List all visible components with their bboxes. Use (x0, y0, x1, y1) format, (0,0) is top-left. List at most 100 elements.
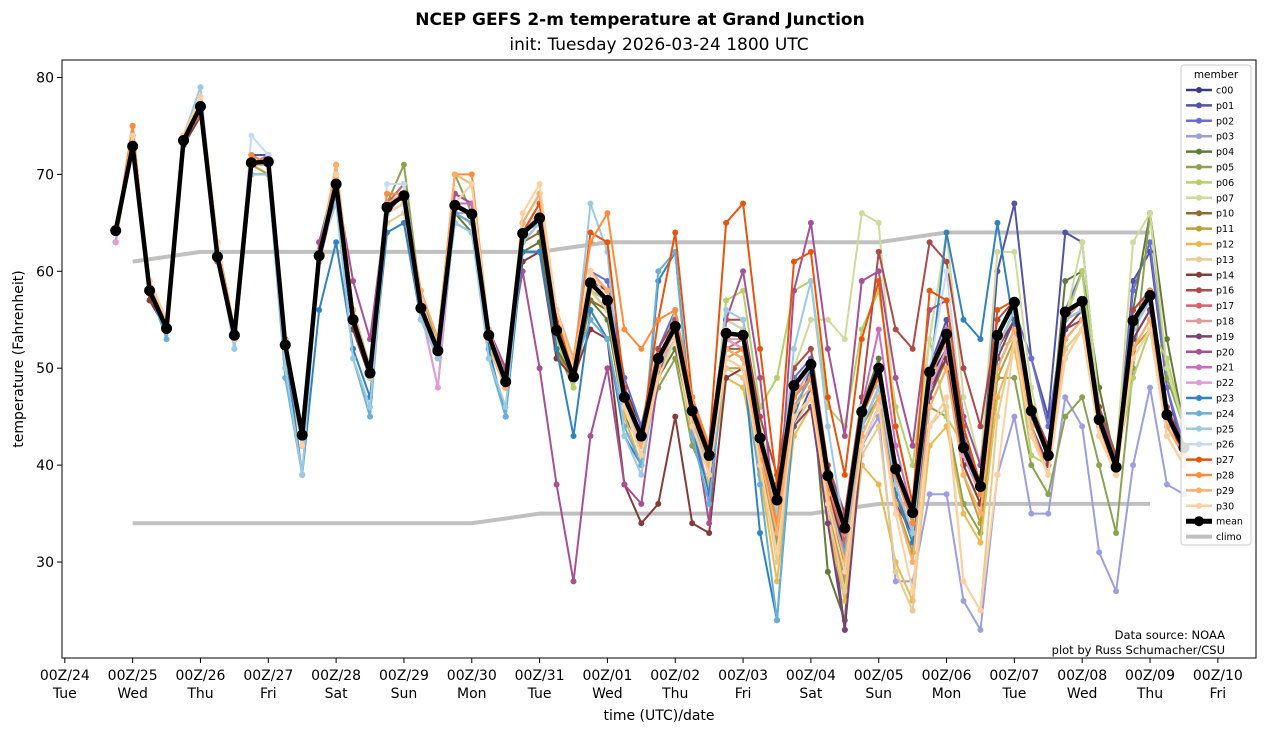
x-tick-day-label: Tue (1001, 686, 1026, 702)
legend-label: p10 (1216, 209, 1234, 220)
member-p14-point (638, 520, 645, 527)
member-p24-point (773, 617, 780, 624)
mean-point (127, 140, 139, 152)
legend-swatch-marker (1196, 487, 1202, 494)
member-p27-point (672, 229, 679, 236)
member-p30-point (299, 442, 306, 449)
member-p03-point (1011, 413, 1018, 420)
member-p20-point (841, 433, 848, 440)
legend-swatch-marker (1196, 194, 1202, 201)
legend-swatch-marker (1196, 302, 1202, 309)
mean-point (1093, 414, 1105, 426)
member-p28-point (468, 171, 475, 178)
mean-point (958, 442, 970, 454)
mean-point (652, 353, 664, 365)
member-p20-point (875, 268, 882, 275)
y-tick-label: 30 (36, 555, 54, 571)
y-tick-label: 70 (36, 167, 54, 183)
member-p20-point (570, 578, 577, 585)
member-p28-point (383, 190, 390, 197)
mean-point (1076, 295, 1088, 307)
legend-entry-p02: p02 (1186, 116, 1234, 127)
member-p24-point (655, 268, 662, 275)
member-p13-point (892, 568, 899, 575)
member-p19-point (841, 626, 848, 633)
x-tick-day-label: Thu (661, 686, 688, 702)
member-p23-point (400, 219, 407, 226)
legend-entry-p20: p20 (1186, 347, 1234, 358)
member-p30-point (1045, 471, 1052, 478)
member-p25-point (350, 355, 357, 362)
member-p27-point (824, 394, 831, 401)
member-p28-point (604, 210, 611, 217)
member-p02-point (1130, 287, 1137, 294)
member-p29-series (112, 93, 1187, 566)
member-p03-point (943, 491, 950, 498)
legend-label: p04 (1216, 147, 1234, 158)
member-p19-point (824, 520, 831, 527)
mean-point (686, 405, 698, 417)
member-p25-point (807, 277, 814, 284)
member-p30-series (112, 93, 1187, 614)
member-p07-point (960, 394, 967, 401)
legend-swatch-marker (1196, 102, 1202, 109)
legend-entry-p04: p04 (1186, 147, 1234, 158)
member-p27-point (807, 248, 814, 255)
member-p07-point (1011, 248, 1018, 255)
member-p30-point (824, 500, 831, 507)
member-p16-point (892, 326, 899, 333)
legend-swatch-marker (1196, 225, 1202, 232)
member-p05-point (1096, 462, 1103, 469)
legend-label: p05 (1216, 163, 1234, 174)
member-p06-point (1079, 268, 1086, 275)
legend-entry-p17: p17 (1186, 301, 1234, 312)
member-p03-point (892, 578, 899, 585)
x-tick-label: 00Z/02 (650, 668, 700, 684)
legend-label: p17 (1216, 301, 1234, 312)
member-p30-point (740, 365, 747, 372)
legend-label: p02 (1216, 116, 1234, 127)
data-source-annotation: Data source: NOAA (1115, 628, 1225, 642)
member-p27-point (757, 345, 764, 352)
member-p06-point (909, 462, 916, 469)
member-p23-point (570, 433, 577, 440)
member-p30-point (1130, 355, 1137, 362)
member-p25-point (824, 423, 831, 430)
member-p30-point (706, 471, 713, 478)
member-p05-point (400, 161, 407, 168)
member-p20-point (604, 365, 611, 372)
y-tick-label: 60 (36, 264, 54, 280)
mean-point (415, 302, 427, 314)
member-p20-point (621, 481, 628, 488)
member-p25-point (740, 316, 747, 323)
climo-high-line (132, 230, 1151, 264)
mean-point (822, 470, 834, 482)
member-p30-point (587, 268, 594, 275)
mean-point (635, 430, 647, 442)
member-p28-point (587, 239, 594, 246)
member-p03-point (1028, 510, 1035, 517)
member-p27-point (875, 277, 882, 284)
x-tick-label: 00Z/31 (515, 668, 565, 684)
legend-swatch-marker (1196, 425, 1202, 432)
mean-point (245, 157, 257, 169)
mean-point (262, 156, 274, 168)
chart-title: NCEP GEFS 2-m temperature at Grand Junct… (415, 10, 864, 30)
member-p16-point (909, 345, 916, 352)
legend-entry-p03: p03 (1186, 132, 1234, 143)
legend-label: p11 (1216, 224, 1234, 235)
member-p29-point (875, 394, 882, 401)
mean-point (974, 480, 986, 492)
member-p30-point (841, 568, 848, 575)
legend-label: p26 (1216, 440, 1234, 451)
member-p30-point (1163, 433, 1170, 440)
member-p25-point (723, 307, 730, 314)
legend-label: p21 (1216, 363, 1234, 374)
member-p07-point (824, 316, 831, 323)
mean-point (364, 367, 376, 379)
legend-entry-p14: p14 (1186, 270, 1234, 281)
member-p25-point (909, 529, 916, 536)
member-p16-point (977, 423, 984, 430)
legend-label: p03 (1216, 132, 1234, 143)
member-p01-point (1062, 229, 1069, 236)
